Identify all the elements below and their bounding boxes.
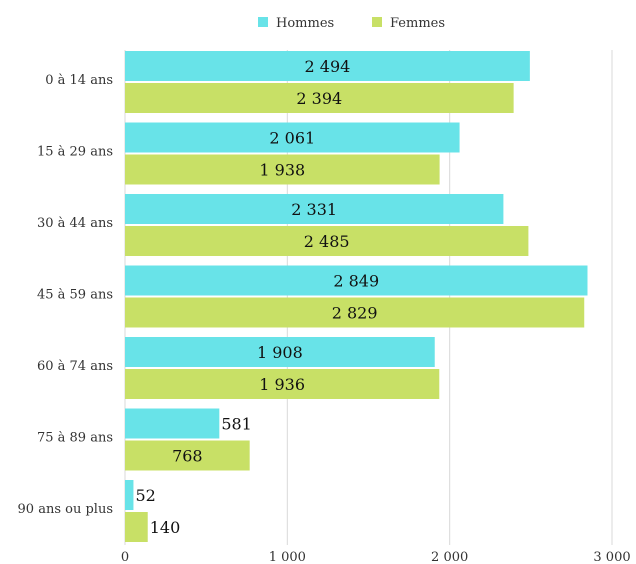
legend: Hommes Femmes (258, 16, 445, 31)
data-label: 2 331 (291, 200, 337, 219)
category-label: 0 à 14 ans (45, 73, 113, 88)
category-labels: 0 à 14 ans 15 à 29 ans 30 à 44 ans 45 à 59 … (18, 73, 113, 517)
bar-femmes (125, 226, 529, 256)
legend-swatch-hommes (258, 17, 268, 27)
legend-label-hommes: Hommes (276, 16, 334, 31)
x-tick-label: 2 000 (431, 550, 468, 564)
bars (125, 51, 588, 542)
bar-hommes (125, 337, 435, 367)
data-label: 2 849 (333, 272, 379, 291)
legend-swatch-femmes (372, 17, 382, 27)
data-label: 2 494 (305, 57, 351, 76)
data-label: 1 908 (257, 343, 303, 362)
data-labels: 2 494 2 394 2 061 1 938 2 331 2 485 2 849 2 829… (135, 57, 379, 537)
x-tick-label: 1 000 (269, 550, 306, 564)
data-label: 2 485 (304, 232, 350, 251)
bar-hommes (125, 265, 588, 296)
category-label: 30 à 44 ans (37, 216, 113, 231)
bar-hommes (125, 194, 504, 224)
data-label: 581 (221, 415, 252, 434)
bar-hommes (125, 408, 220, 439)
data-label: 2 061 (269, 129, 315, 148)
x-axis-tick-labels: 0 1 000 2 000 3 000 (121, 550, 631, 564)
bar-femmes (125, 154, 440, 185)
x-tick-label: 3 000 (593, 550, 630, 564)
bar-hommes (125, 51, 530, 81)
bar-hommes (125, 480, 134, 510)
bar-femmes (125, 512, 148, 542)
category-label: 90 ans ou plus (18, 502, 113, 517)
data-label: 2 394 (296, 89, 342, 108)
data-label: 52 (135, 486, 155, 505)
category-label: 45 à 59 ans (37, 288, 113, 303)
x-tick-label: 0 (121, 550, 129, 564)
data-label: 140 (150, 518, 181, 537)
bar-hommes (125, 122, 460, 153)
bar-femmes (125, 440, 250, 471)
data-label: 1 936 (259, 375, 305, 394)
data-label: 768 (172, 447, 203, 466)
category-label: 75 à 89 ans (37, 431, 113, 446)
data-label: 2 829 (332, 304, 378, 323)
legend-label-femmes: Femmes (390, 16, 445, 31)
category-label: 60 à 74 ans (37, 359, 113, 374)
category-label: 15 à 29 ans (37, 145, 113, 160)
bar-femmes (125, 297, 585, 328)
bar-femmes (125, 369, 440, 399)
bar-femmes (125, 83, 514, 113)
data-label: 1 938 (259, 161, 305, 180)
